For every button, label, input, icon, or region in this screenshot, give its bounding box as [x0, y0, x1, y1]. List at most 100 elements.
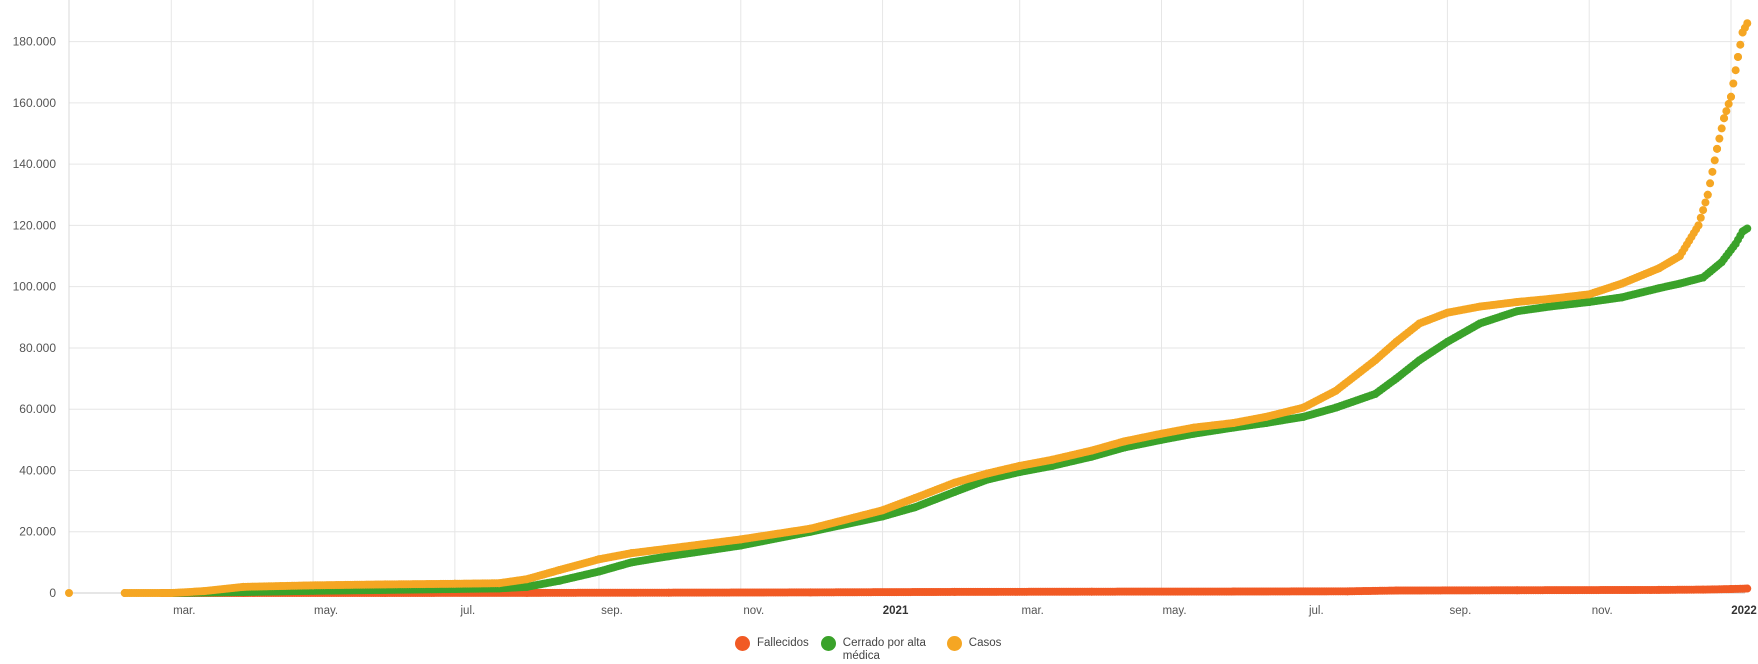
data-point: [167, 589, 176, 597]
data-point: [1048, 455, 1057, 464]
data-point: [1703, 190, 1712, 199]
data-point: [1654, 585, 1663, 594]
x-gridlines: [170, 0, 1732, 593]
data-point: [1738, 28, 1747, 37]
data-point: [983, 469, 992, 478]
data-point: [1654, 264, 1663, 273]
data-point: [1717, 258, 1726, 267]
data-point: [878, 506, 887, 515]
data-point: [1694, 221, 1703, 230]
data-point: [1736, 40, 1745, 49]
x-tick-label: jul.: [460, 605, 476, 617]
data-point: [1545, 294, 1554, 303]
data-point: [1513, 307, 1522, 316]
data-point: [664, 552, 673, 561]
data-point: [1371, 356, 1380, 365]
y-axis-ticks: 0 20.000 40.000 60.000 80.000 100.000 120.000 1…: [13, 35, 57, 600]
data-point: [1743, 584, 1752, 593]
data-point: [1545, 302, 1554, 311]
series-layer: [65, 19, 1752, 597]
data-point: [1731, 239, 1740, 248]
data-point: [120, 589, 129, 597]
data-point: [1722, 107, 1731, 116]
series-cerrado-por-alta-medica: [167, 224, 1752, 597]
data-point: [239, 582, 248, 591]
legend-item-fallecidos[interactable]: Fallecidos: [735, 636, 809, 651]
x-tick-label: 2021: [883, 605, 909, 617]
data-point: [950, 587, 959, 596]
data-point: [1015, 461, 1024, 470]
data-point: [1617, 279, 1626, 288]
data-point: [1585, 290, 1594, 299]
legend-item-cerrado-por-alta-medica[interactable]: Cerrado por alta médica: [820, 636, 935, 663]
legend-swatch-casos: [946, 636, 962, 651]
legend-label-cerrado-por-alta-medica: Cerrado por alta médica: [842, 637, 926, 662]
data-point: [1415, 356, 1424, 365]
x-tick-label: nov.: [743, 605, 764, 617]
x-tick-label: jul.: [1308, 605, 1324, 617]
y-tick-label: 40.000: [19, 463, 56, 477]
data-point: [1699, 206, 1708, 215]
series-casos: [65, 19, 1752, 597]
data-point: [1696, 213, 1705, 222]
y-tick-label: 0: [49, 586, 56, 600]
data-point: [381, 580, 390, 589]
data-point: [1701, 198, 1710, 207]
data-point: [522, 582, 531, 591]
data-point: [309, 581, 318, 590]
data-point: [1743, 224, 1752, 233]
data-point: [1699, 585, 1708, 594]
data-point: [1731, 66, 1740, 75]
data-point: [1717, 124, 1726, 133]
data-point: [1617, 293, 1626, 302]
data-point: [1120, 437, 1129, 446]
data-point: [1733, 52, 1742, 61]
y-tick-label: 20.000: [19, 525, 56, 539]
legend-item-casos[interactable]: Casos: [946, 636, 1001, 651]
data-point: [555, 566, 564, 575]
y-tick-label: 120.000: [13, 218, 57, 232]
y-tick-label: 60.000: [19, 402, 56, 416]
data-point: [1087, 446, 1096, 455]
data-point: [495, 579, 504, 588]
data-point: [1713, 144, 1722, 153]
data-point: [911, 494, 920, 503]
x-tick-label: may.: [1162, 605, 1186, 617]
x-tick-label: mar.: [173, 605, 195, 617]
data-point: [627, 558, 636, 567]
data-point: [1392, 374, 1401, 383]
data-point: [1190, 423, 1199, 432]
y-tick-label: 140.000: [13, 157, 57, 171]
x-tick-label: mar.: [1022, 605, 1044, 617]
data-point: [1157, 429, 1166, 438]
x-axis-ticks: mar. may. jul. sep. nov. 2021 mar. may. jul. sep.…: [173, 605, 1757, 617]
data-point: [1585, 298, 1594, 306]
legend-swatch-fallecidos: [735, 636, 750, 651]
series-fallecidos: [157, 584, 1752, 597]
y-tick-label: 100.000: [13, 280, 57, 294]
x-tick-label: nov.: [1592, 605, 1613, 617]
data-point: [627, 549, 636, 558]
data-point: [806, 588, 815, 597]
data-point: [1299, 412, 1308, 421]
data-point: [911, 503, 920, 512]
x-tick-label: 2022: [1731, 605, 1757, 617]
legend-swatch-cerrado-por-alta-medica: [820, 636, 836, 651]
legend: Fallecidos Cerrado por alta médica Casos: [735, 636, 1013, 663]
data-point: [65, 589, 73, 597]
data-point: [1724, 99, 1733, 108]
data-point: [1262, 412, 1271, 421]
x-tick-label: sep.: [1450, 605, 1472, 617]
data-point: [1087, 587, 1096, 596]
data-point: [1699, 273, 1708, 282]
data-point: [1675, 279, 1684, 288]
data-point: [1675, 252, 1684, 261]
data-point: [1229, 418, 1238, 427]
data-point: [1729, 79, 1738, 88]
data-point: [664, 588, 673, 597]
data-point: [1443, 337, 1452, 346]
data-point: [1727, 92, 1735, 101]
data-point: [594, 555, 603, 564]
data-point: [594, 567, 603, 576]
